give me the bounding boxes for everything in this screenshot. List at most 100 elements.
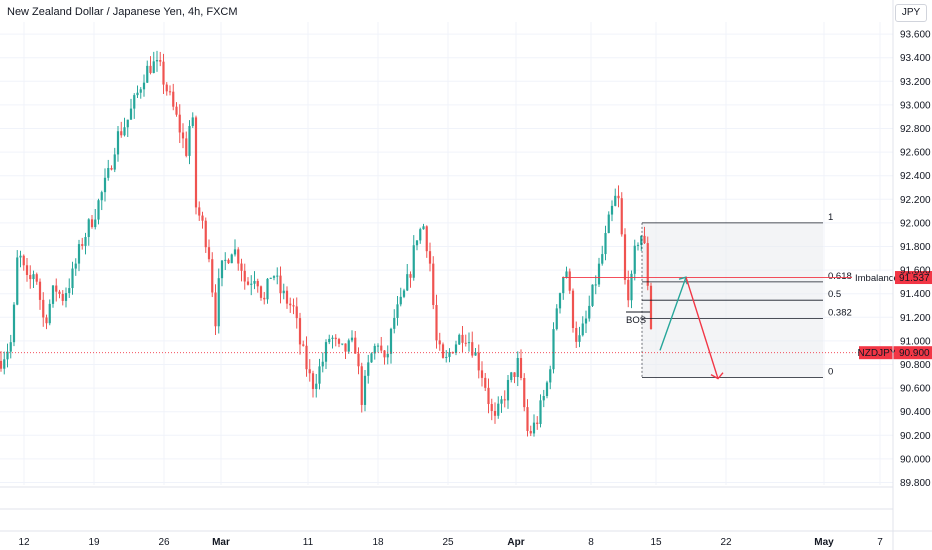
candle-body — [422, 226, 425, 230]
candle-body — [240, 263, 243, 271]
candle-body — [51, 285, 55, 304]
x-tick-label: 15 — [650, 537, 662, 548]
fibonacci-retracement[interactable]: 1 0.618 0.5 0.382 0 — [641, 212, 852, 378]
candle-body — [484, 377, 487, 388]
candle-body — [487, 387, 490, 405]
candle-body — [529, 430, 532, 434]
candle-body — [373, 345, 376, 354]
candle-body — [250, 283, 253, 285]
candle-body — [562, 277, 565, 294]
current-price-symbol-bg — [859, 346, 895, 360]
candle-body — [217, 278, 220, 327]
candle-body — [630, 273, 633, 301]
current-price-value: 90.900 — [899, 348, 930, 359]
candle-body — [172, 91, 175, 107]
candle-body — [497, 403, 500, 416]
candle-body — [269, 277, 272, 279]
candle-body — [191, 117, 194, 126]
candle-body — [159, 60, 162, 62]
candle-body — [328, 338, 331, 343]
candle-body — [545, 382, 549, 397]
candle-body — [107, 168, 110, 178]
candle-body — [285, 290, 289, 304]
candle-body — [120, 131, 123, 136]
candle-body — [305, 345, 308, 370]
candle-body — [549, 369, 552, 383]
candle-body — [246, 281, 250, 285]
candle-body — [503, 399, 506, 401]
candle-body — [178, 114, 181, 133]
candle-body — [506, 379, 510, 401]
y-tick-label: 92.600 — [900, 148, 931, 159]
candle-body — [386, 353, 389, 358]
candle-body — [552, 329, 555, 370]
candle-body — [389, 328, 393, 354]
candle-body — [198, 207, 201, 216]
candle-body — [175, 106, 178, 115]
candle-body — [224, 259, 227, 261]
candles — [0, 50, 653, 437]
y-tick-label: 90.600 — [900, 384, 931, 395]
candle-body — [419, 229, 422, 241]
y-tick-label: 91.200 — [900, 313, 931, 324]
candle-body — [510, 372, 513, 380]
candle-body — [188, 125, 191, 156]
candle-body — [480, 370, 484, 378]
candle-body — [302, 344, 305, 346]
candle-body — [233, 249, 237, 255]
candle-body — [334, 337, 337, 340]
candle-body — [87, 219, 90, 238]
imbalance-value-bg — [895, 271, 932, 285]
y-tick-label: 92.200 — [900, 195, 931, 206]
candle-body — [623, 234, 627, 280]
candle-body — [126, 119, 129, 128]
candle-body — [162, 61, 165, 85]
candle-body — [308, 369, 311, 374]
chart-title: New Zealand Dollar / Japanese Yen, 4h, F… — [7, 6, 238, 18]
candle-body — [532, 422, 536, 434]
candle-body — [311, 373, 315, 390]
candle-body — [289, 303, 292, 306]
candle-body — [471, 342, 474, 356]
candle-body — [627, 279, 630, 301]
candle-body — [55, 285, 58, 292]
candle-body — [474, 352, 477, 356]
candle-body — [490, 404, 493, 411]
candle-body — [100, 192, 103, 201]
currency-selector[interactable]: JPY — [895, 4, 927, 22]
candle-body — [220, 260, 224, 279]
bos-label: BOS — [626, 315, 646, 326]
candle-body — [181, 132, 185, 139]
annotations[interactable]: NZDJPY 90.900 Imbalance 91.537 BOS — [0, 271, 932, 380]
candle-body — [155, 60, 159, 62]
y-tick-label: 90.800 — [900, 360, 931, 371]
candle-body — [445, 356, 448, 358]
candle-body — [461, 334, 464, 343]
candle-body — [597, 263, 601, 285]
candle-body — [9, 342, 12, 352]
x-tick-label: 7 — [877, 537, 883, 548]
candle-body — [406, 274, 409, 291]
y-tick-label: 93.000 — [900, 100, 931, 111]
candle-body — [298, 318, 302, 345]
y-tick-label: 91.800 — [900, 242, 931, 253]
candle-body — [84, 237, 87, 246]
candle-body — [282, 290, 285, 294]
candle-body — [571, 290, 575, 328]
candle-body — [523, 378, 526, 408]
candle-body — [402, 290, 406, 297]
candle-body — [315, 383, 318, 390]
candle-body — [601, 254, 604, 264]
candle-body — [341, 343, 344, 345]
candle-body — [77, 244, 81, 264]
candle-body — [45, 317, 48, 324]
candle-body — [263, 297, 266, 300]
candle-body — [347, 340, 350, 352]
candle-body — [19, 255, 22, 258]
candle-body — [292, 305, 295, 307]
y-tick-label: 91.600 — [900, 266, 931, 277]
candle-body — [48, 303, 51, 324]
candle-body — [113, 154, 116, 170]
